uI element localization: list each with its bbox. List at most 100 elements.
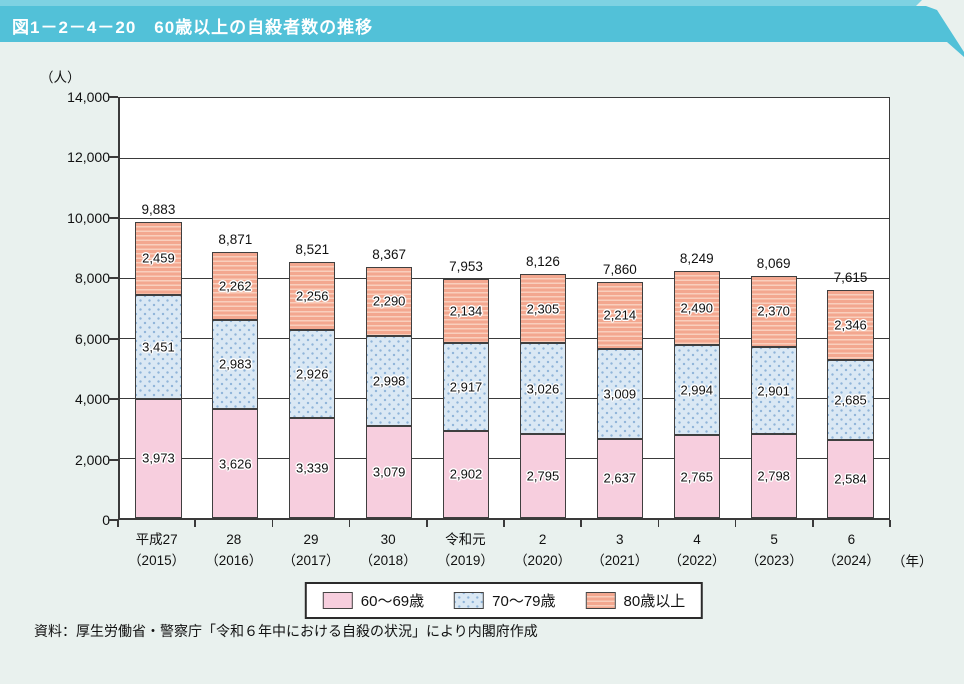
x-label-year: （2016） — [205, 553, 263, 568]
bar-segment-age70: 2,901 — [750, 347, 797, 435]
bar-segment-age80: 2,490 — [673, 270, 720, 346]
segment-value-label: 2,917 — [449, 379, 483, 395]
x-axis-category-label: 4 （2022） — [658, 529, 735, 571]
x-axis-tick — [889, 520, 891, 527]
legend-label: 80歳以上 — [623, 593, 686, 610]
segment-value-label: 2,290 — [372, 293, 406, 309]
segment-value-label: 2,459 — [142, 250, 175, 266]
plot-area: 3,973 3,451 2,459 9,883 3,626 2,983 2,262 8,871… — [118, 97, 890, 520]
figure-header-banner: 図1－2－4－20 60歳以上の自殺者数の推移 — [0, 6, 964, 57]
top-strip-decoration — [0, 0, 922, 6]
x-label-year: （2015） — [128, 553, 186, 568]
x-label-year: （2020） — [514, 553, 572, 568]
bar-segment-age80: 2,290 — [366, 267, 413, 336]
x-axis-tick — [348, 520, 351, 527]
y-axis-tick-label: 14,000 — [67, 89, 110, 105]
segment-value-label: 2,305 — [526, 301, 560, 317]
y-axis-tick-label: 2,000 — [74, 451, 110, 468]
bar-segment-age80: 2,134 — [442, 279, 490, 344]
y-axis-tick — [108, 398, 118, 401]
bar-segment-age70: 2,983 — [212, 319, 259, 410]
bar-segment-age70: 2,926 — [289, 330, 336, 418]
bar-segment-age70: 2,685 — [827, 359, 874, 441]
segment-value-label: 2,490 — [680, 300, 714, 316]
x-axis-tick — [194, 520, 196, 527]
bar-total-label: 8,126 — [526, 254, 560, 270]
segment-value-label: 2,256 — [295, 288, 329, 304]
segment-value-label: 2,994 — [680, 382, 714, 398]
bar-total-label: 7,860 — [602, 262, 637, 278]
y-axis-tick-label: 8,000 — [74, 270, 110, 287]
bar-segment-age60: 2,765 — [673, 435, 720, 518]
gridline — [120, 338, 889, 339]
x-label-era: 29 — [303, 532, 319, 547]
x-axis-category-label: 5 （2023） — [736, 529, 813, 571]
x-axis-tick — [812, 520, 814, 527]
x-axis-category-label: 29 （2017） — [272, 529, 349, 571]
figure-title: 図1－2－4－20 60歳以上の自殺者数の推移 — [12, 18, 374, 37]
x-label-year: （2021） — [591, 553, 649, 568]
x-axis-category-label: 28 （2016） — [195, 529, 272, 571]
gridline — [120, 278, 889, 279]
segment-value-label: 2,798 — [757, 468, 790, 484]
x-label-year: （2018） — [359, 553, 417, 568]
bar-segment-age60: 2,584 — [827, 440, 874, 518]
bar-segment-age80: 2,346 — [827, 289, 874, 360]
bar-segment-age60: 2,902 — [442, 430, 490, 518]
y-axis-tick-label: 12,000 — [67, 149, 110, 166]
x-axis-category-label: 平成27 （2015） — [118, 529, 195, 571]
segment-value-label: 2,346 — [834, 317, 867, 333]
bar-group: 3,626 2,983 2,262 8,871 — [212, 98, 259, 518]
x-axis-tick — [426, 520, 428, 527]
bar-segment-age60: 3,079 — [366, 425, 413, 518]
legend-label: 70～79歳 — [492, 593, 556, 610]
bar-segment-age70: 2,994 — [673, 345, 720, 436]
bar-total-label: 9,883 — [141, 201, 176, 217]
bar-group: 2,765 2,994 2,490 8,249 — [673, 98, 720, 518]
x-label-year: （2023） — [745, 553, 803, 568]
x-label-era: 28 — [226, 532, 242, 547]
bar-group: 3,079 2,998 2,290 8,367 — [366, 98, 413, 518]
legend: 60～69歳 70～79歳 80歳以上 — [304, 582, 704, 619]
bar-segment-age70: 2,998 — [366, 335, 413, 426]
segment-value-label: 3,973 — [142, 450, 175, 466]
bar-segment-age60: 2,637 — [596, 438, 643, 518]
bar-total-label: 8,069 — [756, 255, 791, 271]
bar-segment-age70: 3,009 — [596, 348, 643, 439]
x-axis-category-label: 2 （2020） — [504, 529, 581, 571]
y-axis-tick — [108, 519, 118, 521]
bar-segment-age80: 2,256 — [289, 262, 336, 331]
bar-group: 3,973 3,451 2,459 9,883 — [135, 98, 182, 518]
bar-segment-age60: 2,798 — [750, 434, 797, 518]
x-label-era: 平成27 — [135, 532, 178, 547]
x-axis-tick — [657, 520, 660, 527]
bar-segment-age70: 2,917 — [442, 343, 490, 431]
segment-value-label: 3,451 — [142, 339, 175, 355]
segment-value-label: 2,637 — [603, 470, 637, 486]
segment-value-label: 2,262 — [219, 278, 252, 294]
source-note: 資料：厚生労働省・警察庁「令和６年中における自殺の状況」により内閣府作成 — [34, 625, 538, 640]
bar-group: 2,798 2,901 2,370 8,069 — [750, 98, 797, 518]
segment-value-label: 2,584 — [834, 471, 867, 487]
segment-value-label: 2,902 — [449, 466, 483, 482]
bar-segment-age80: 2,262 — [212, 251, 259, 320]
bar-total-label: 8,871 — [218, 231, 253, 247]
bar-group: 2,584 2,685 2,346 7,615 — [827, 98, 874, 518]
bar-total-label: 7,953 — [449, 259, 483, 275]
gridline — [120, 158, 889, 159]
x-label-year: （2024） — [822, 553, 880, 568]
segment-value-label: 3,009 — [603, 386, 637, 402]
bar-segment-age80: 2,459 — [135, 221, 182, 296]
x-label-era: 6 — [847, 532, 856, 547]
segment-value-label: 2,685 — [834, 392, 867, 408]
x-axis-tick — [734, 520, 737, 527]
x-axis-category-label: 30 （2018） — [350, 529, 427, 571]
segment-value-label: 3,626 — [219, 456, 252, 472]
y-axis-tick — [108, 216, 118, 219]
x-axis-tick — [503, 520, 505, 527]
legend-item: 70～79歳 — [454, 590, 556, 611]
x-axis-tick — [271, 520, 274, 527]
segment-value-label: 2,983 — [219, 356, 252, 372]
bar-segment-age80: 2,305 — [519, 274, 566, 344]
y-axis-tick-label: 0 — [102, 512, 110, 528]
